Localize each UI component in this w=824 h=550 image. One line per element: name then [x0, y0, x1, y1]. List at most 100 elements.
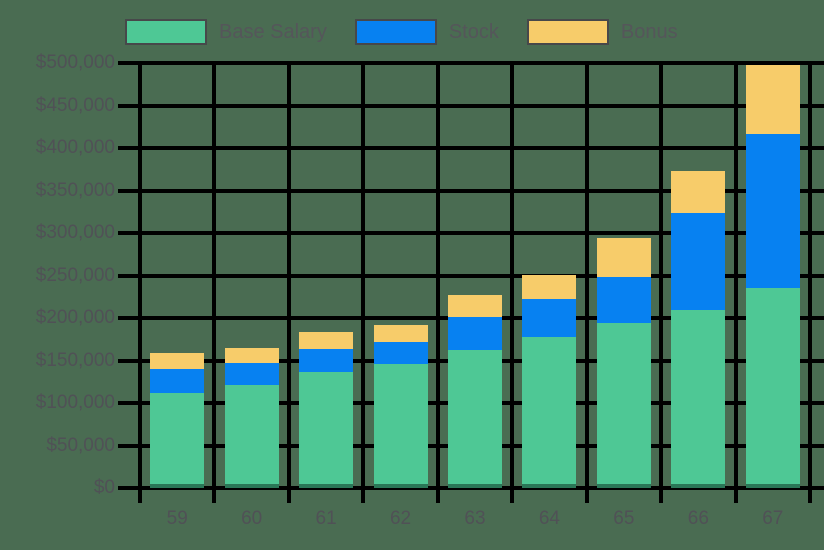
- gridline-vertical: [212, 63, 217, 488]
- gridline-vertical: [361, 63, 366, 488]
- y-axis-tick: [118, 61, 140, 65]
- y-axis-tick: [118, 103, 140, 108]
- bar-stack: [373, 63, 428, 488]
- legend-label: Base Salary: [219, 21, 327, 43]
- y-axis-label: $50,000: [46, 434, 115, 456]
- x-axis-tick: [808, 486, 812, 503]
- x-axis-label: 62: [389, 508, 412, 529]
- bar-segment-stock: [745, 134, 800, 289]
- x-axis-label: 59: [166, 508, 188, 529]
- legend-item-base-salary[interactable]: Base Salary: [125, 19, 327, 45]
- x-axis-tick: [361, 486, 366, 503]
- y-axis-tick: [810, 231, 824, 235]
- bar-segment-bonus: [299, 332, 354, 350]
- legend-label: Stock: [448, 21, 499, 43]
- y-axis-tick: [810, 316, 824, 320]
- y-axis-tick: [810, 188, 824, 193]
- bar-baseline-shade: [745, 484, 800, 488]
- x-axis-label: 63: [464, 508, 486, 529]
- bar-segment-stock: [596, 277, 651, 324]
- y-axis-tick: [810, 146, 824, 150]
- bar-segment-base-salary: [224, 385, 279, 488]
- y-axis-tick: [118, 358, 140, 363]
- gridline-horizontal: [140, 103, 810, 108]
- bar-segment-bonus: [224, 347, 279, 364]
- bar-segment-stock: [522, 299, 577, 337]
- bar-stack: [745, 63, 800, 488]
- bar-segment-base-salary: [150, 392, 205, 488]
- y-axis-tick: [118, 188, 140, 193]
- gridline-vertical: [286, 63, 291, 488]
- x-axis-tick: [138, 486, 142, 503]
- y-axis-tick: [810, 103, 824, 108]
- bar-stack: [448, 63, 502, 488]
- x-axis-label: 61: [315, 508, 337, 529]
- bar-stack: [150, 63, 205, 488]
- bar-baseline-shade: [448, 484, 502, 488]
- y-axis-label: $100,000: [35, 392, 115, 413]
- bar-segment-base-salary: [745, 288, 800, 488]
- x-axis-tick: [659, 486, 664, 503]
- bar-segment-stock: [448, 317, 502, 351]
- x-axis-label: 66: [687, 508, 709, 529]
- y-axis-label: $350,000: [35, 179, 115, 201]
- bar-baseline-shade: [373, 484, 428, 488]
- y-axis-tick: [810, 401, 824, 405]
- gridline-horizontal: [140, 273, 810, 278]
- gridline-vertical: [584, 63, 589, 488]
- gridline-horizontal: [140, 146, 810, 150]
- bar-stack: [596, 63, 651, 488]
- bar-segment-base-salary: [373, 363, 428, 488]
- y-axis-label: $200,000: [35, 307, 115, 328]
- legend-item-bonus[interactable]: Bonus: [526, 19, 678, 45]
- y-axis-tick: [810, 486, 824, 490]
- bar-baseline-shade: [522, 484, 577, 488]
- x-axis-tick: [435, 486, 440, 503]
- y-axis-label: $450,000: [35, 94, 115, 116]
- y-axis-tick: [118, 443, 140, 448]
- bar-segment-bonus: [745, 64, 800, 135]
- bar-baseline-shade: [224, 484, 279, 488]
- y-axis-tick: [118, 401, 140, 405]
- bar-segment-base-salary: [522, 336, 577, 488]
- bar-stack: [299, 63, 354, 488]
- bar-segment-bonus: [150, 352, 205, 369]
- y-axis-tick: [118, 273, 140, 278]
- gridline-vertical: [659, 63, 664, 488]
- bar-segment-base-salary: [299, 372, 354, 488]
- y-axis-label: $300,000: [35, 222, 115, 243]
- y-axis-tick: [810, 273, 824, 278]
- bar-segment-bonus: [373, 324, 428, 342]
- bar-stack: [224, 63, 279, 488]
- x-axis-tick: [584, 486, 589, 503]
- bar-baseline-shade: [596, 484, 651, 488]
- y-axis-tick: [118, 146, 140, 150]
- bar-segment-stock: [150, 369, 205, 393]
- gridline-vertical: [510, 63, 515, 488]
- legend-swatch-icon: [526, 19, 609, 45]
- x-axis-tick: [733, 486, 738, 503]
- gridline-vertical: [138, 63, 142, 488]
- y-axis-tick: [118, 231, 140, 235]
- bar-segment-base-salary: [596, 323, 651, 488]
- y-axis-tick: [810, 443, 824, 448]
- y-axis-tick: [810, 61, 824, 65]
- bar-segment-base-salary: [671, 309, 726, 488]
- legend-swatch-icon: [125, 19, 207, 45]
- y-axis-label: $250,000: [35, 264, 115, 286]
- bar-stack: [522, 63, 577, 488]
- gridline-horizontal: [140, 231, 810, 235]
- bar-segment-stock: [224, 363, 279, 386]
- bar-segment-base-salary: [448, 350, 502, 488]
- bar-baseline-shade: [150, 484, 205, 488]
- x-axis-label: 64: [538, 508, 560, 529]
- legend-item-stock[interactable]: Stock: [354, 19, 499, 45]
- x-axis-label: 60: [241, 508, 263, 529]
- y-axis-label: $500,000: [35, 52, 115, 73]
- y-axis-tick: [810, 358, 824, 363]
- legend-label: Bonus: [620, 21, 678, 43]
- bar-segment-stock: [299, 349, 354, 373]
- gridline-horizontal: [140, 61, 810, 65]
- bar-baseline-shade: [671, 484, 726, 488]
- bar-baseline-shade: [299, 484, 354, 488]
